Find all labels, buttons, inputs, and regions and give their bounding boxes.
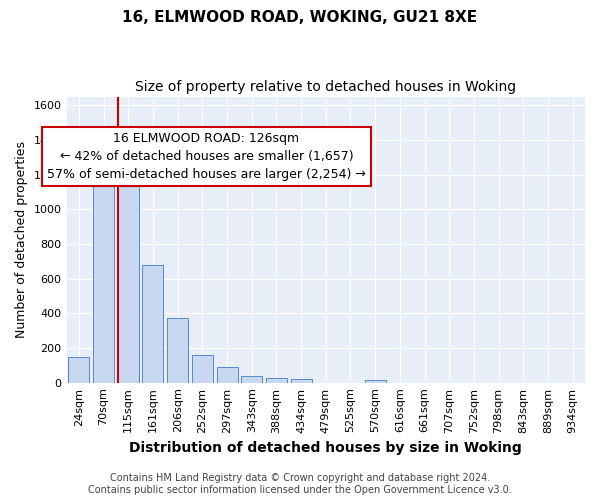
Y-axis label: Number of detached properties: Number of detached properties [15,141,28,338]
Bar [68,356,89,382]
Bar [192,355,213,382]
Bar [167,318,188,382]
X-axis label: Distribution of detached houses by size in Woking: Distribution of detached houses by size … [130,441,522,455]
Text: 16, ELMWOOD ROAD, WOKING, GU21 8XE: 16, ELMWOOD ROAD, WOKING, GU21 8XE [122,10,478,25]
Bar [266,378,287,382]
Title: Size of property relative to detached houses in Woking: Size of property relative to detached ho… [135,80,517,94]
Bar [217,367,238,382]
Bar [365,380,386,382]
Text: 16 ELMWOOD ROAD: 126sqm
← 42% of detached houses are smaller (1,657)
57% of semi: 16 ELMWOOD ROAD: 126sqm ← 42% of detache… [47,132,366,182]
Bar [93,179,114,382]
Text: Contains HM Land Registry data © Crown copyright and database right 2024.
Contai: Contains HM Land Registry data © Crown c… [88,474,512,495]
Bar [118,164,139,382]
Bar [290,379,311,382]
Bar [241,376,262,382]
Bar [142,265,163,382]
